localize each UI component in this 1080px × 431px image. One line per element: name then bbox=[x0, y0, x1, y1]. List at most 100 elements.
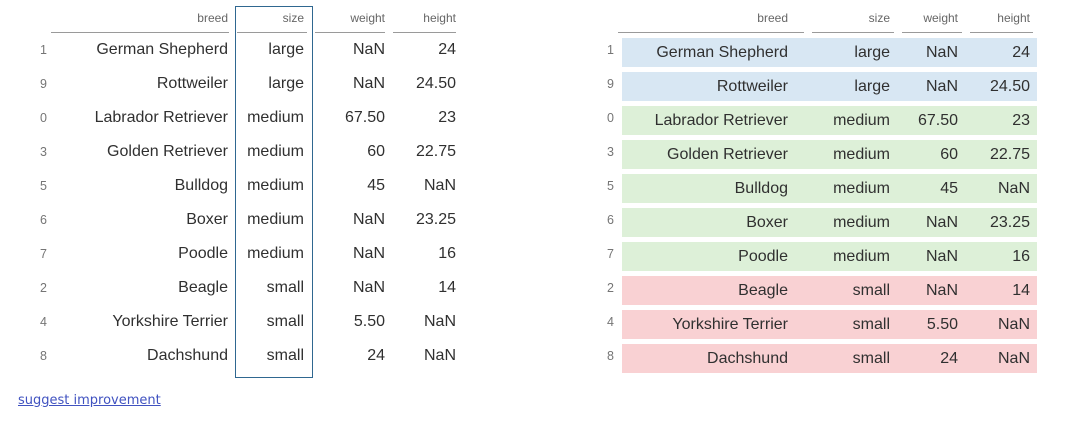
cell-weight: NaN bbox=[352, 41, 385, 58]
cell-breed: Bulldog bbox=[614, 169, 808, 203]
row-index-label: 8 bbox=[607, 349, 614, 363]
cell-breed: Boxer bbox=[614, 203, 808, 237]
cell-breed: Beagle bbox=[178, 279, 228, 296]
row-index-label: 0 bbox=[607, 111, 614, 125]
column-header-weight: weight bbox=[898, 6, 966, 33]
cell-size: medium bbox=[808, 101, 898, 135]
styled-table-row: 1 German Shepherd large NaN 24 bbox=[600, 33, 1037, 67]
cell-breed: Golden Retriever bbox=[614, 135, 808, 169]
cell-weight: NaN bbox=[898, 33, 966, 67]
cell-breed: Rottweiler bbox=[614, 67, 808, 101]
cell-height: NaN bbox=[966, 305, 1037, 339]
cell-height: 24 bbox=[438, 41, 456, 58]
row-index-label: 2 bbox=[607, 281, 614, 295]
cell-height: 23 bbox=[966, 101, 1037, 135]
cell-breed: Beagle bbox=[614, 271, 808, 305]
cell-size: medium bbox=[808, 237, 898, 271]
header-row: breed size weight height bbox=[8, 6, 460, 33]
cell-height: 23.25 bbox=[415, 211, 456, 228]
cell-height: 24.50 bbox=[415, 75, 456, 92]
row-index-label: 3 bbox=[40, 145, 47, 159]
cell-height: NaN bbox=[966, 339, 1037, 373]
cell-size: medium bbox=[808, 135, 898, 169]
cell-weight: 5.50 bbox=[353, 313, 385, 330]
cell-breed: Yorkshire Terrier bbox=[614, 305, 808, 339]
row-index-label: 5 bbox=[607, 179, 614, 193]
cell-height: NaN bbox=[423, 313, 456, 330]
cell-breed: Bulldog bbox=[174, 177, 228, 194]
cell-size: small bbox=[808, 305, 898, 339]
cell-size: large bbox=[268, 75, 304, 92]
cell-size: large bbox=[808, 33, 898, 67]
column-header-weight: weight bbox=[311, 6, 389, 33]
row-index-label: 7 bbox=[607, 247, 614, 261]
row-index-label: 5 bbox=[40, 179, 47, 193]
styled-table-row: 8 Dachshund small 24 NaN bbox=[600, 339, 1037, 373]
cell-size: medium bbox=[247, 177, 304, 194]
cell-size: small bbox=[266, 313, 304, 330]
cell-height: 16 bbox=[438, 245, 456, 262]
row-index-label: 1 bbox=[607, 43, 614, 57]
cell-weight: NaN bbox=[352, 75, 385, 92]
cell-breed: Rottweiler bbox=[156, 75, 228, 92]
cell-breed: Poodle bbox=[178, 245, 228, 262]
styled-table-row: 9 Rottweiler large NaN 24.50 bbox=[600, 67, 1037, 101]
plain-table-row: 5 Bulldog medium 45 NaN bbox=[8, 169, 460, 203]
styled-dataframe-table: breed size weight height 1 German Shepher… bbox=[600, 6, 1037, 373]
cell-breed: Labrador Retriever bbox=[94, 109, 228, 126]
row-index-label: 0 bbox=[40, 111, 47, 125]
column-header-height: height bbox=[966, 6, 1037, 33]
cell-breed: Boxer bbox=[186, 211, 228, 228]
suggest-improvement-link[interactable]: suggest improvement bbox=[18, 393, 161, 408]
cell-height: 14 bbox=[438, 279, 456, 296]
plain-table-row: 2 Beagle small NaN 14 bbox=[8, 271, 460, 305]
cell-size: small bbox=[266, 279, 304, 296]
cell-breed: Yorkshire Terrier bbox=[112, 313, 228, 330]
cell-weight: 45 bbox=[898, 169, 966, 203]
cell-height: 23.25 bbox=[966, 203, 1037, 237]
plain-table-row: 0 Labrador Retriever medium 67.50 23 bbox=[8, 101, 460, 135]
plain-table-row: 7 Poodle medium NaN 16 bbox=[8, 237, 460, 271]
cell-size: medium bbox=[808, 169, 898, 203]
cell-weight: NaN bbox=[898, 271, 966, 305]
cell-size: medium bbox=[247, 211, 304, 228]
cell-breed: Poodle bbox=[614, 237, 808, 271]
cell-weight: 24 bbox=[367, 347, 385, 364]
cell-size: medium bbox=[247, 143, 304, 160]
cell-weight: NaN bbox=[898, 67, 966, 101]
plain-table-row: 4 Yorkshire Terrier small 5.50 NaN bbox=[8, 305, 460, 339]
styled-table-row: 4 Yorkshire Terrier small 5.50 NaN bbox=[600, 305, 1037, 339]
plain-dataframe-table: breed size weight height 1 German Shepher… bbox=[8, 6, 460, 373]
row-index-label: 4 bbox=[40, 315, 47, 329]
plain-table-row: 6 Boxer medium NaN 23.25 bbox=[8, 203, 460, 237]
cell-height: 24.50 bbox=[966, 67, 1037, 101]
cell-height: 23 bbox=[438, 109, 456, 126]
cell-size: small bbox=[808, 271, 898, 305]
cell-size: large bbox=[268, 41, 304, 58]
cell-size: small bbox=[808, 339, 898, 373]
plain-table-row: 9 Rottweiler large NaN 24.50 bbox=[8, 67, 460, 101]
cell-breed: German Shepherd bbox=[614, 33, 808, 67]
cell-weight: NaN bbox=[352, 211, 385, 228]
cell-weight: NaN bbox=[352, 279, 385, 296]
index-header bbox=[600, 6, 614, 33]
row-index-label: 1 bbox=[40, 43, 47, 57]
cell-size: medium bbox=[808, 203, 898, 237]
index-header bbox=[8, 6, 47, 33]
styled-table-row: 0 Labrador Retriever medium 67.50 23 bbox=[600, 101, 1037, 135]
row-index-label: 6 bbox=[40, 213, 47, 227]
row-index-label: 8 bbox=[40, 349, 47, 363]
cell-weight: 60 bbox=[898, 135, 966, 169]
cell-weight: 24 bbox=[898, 339, 966, 373]
row-index-label: 4 bbox=[607, 315, 614, 329]
cell-height: NaN bbox=[423, 347, 456, 364]
row-index-label: 2 bbox=[40, 281, 47, 295]
row-index-label: 7 bbox=[40, 247, 47, 261]
cell-weight: 67.50 bbox=[898, 101, 966, 135]
column-header-size: size bbox=[233, 6, 311, 33]
cell-weight: NaN bbox=[898, 203, 966, 237]
cell-height: NaN bbox=[966, 169, 1037, 203]
cell-weight: NaN bbox=[352, 245, 385, 262]
cell-breed: Dachshund bbox=[614, 339, 808, 373]
